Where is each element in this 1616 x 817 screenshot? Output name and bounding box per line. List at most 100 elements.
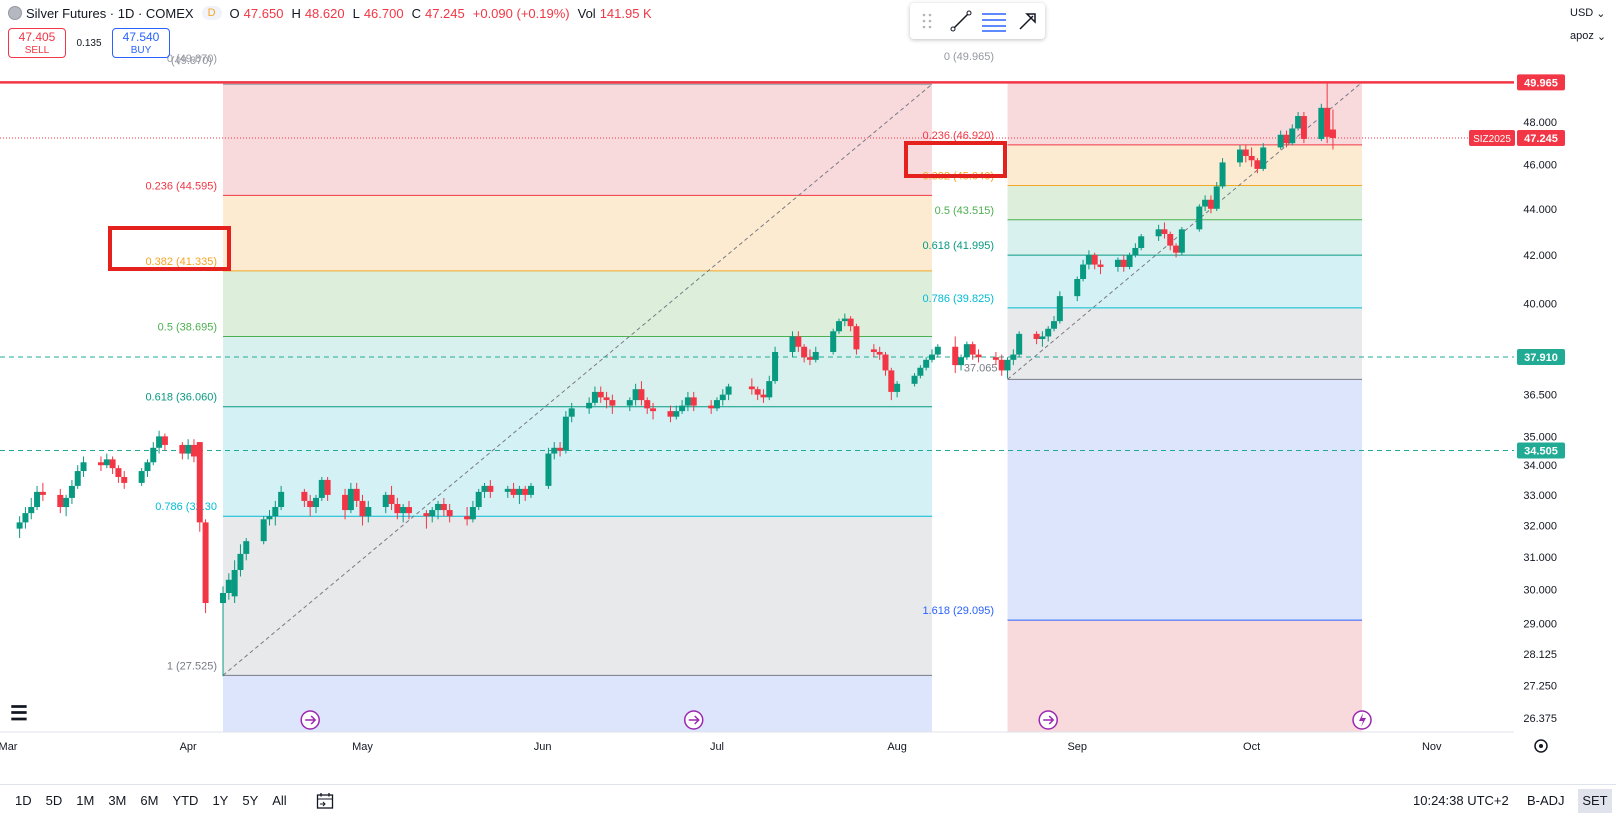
candle-body: [917, 367, 924, 376]
price-tag: [1517, 348, 1565, 365]
candle-body: [586, 402, 593, 409]
fib_left-band-2: [223, 195, 932, 271]
legend-close: 47.245: [424, 5, 465, 21]
drag-handle-icon[interactable]: [910, 3, 944, 39]
candle-body: [429, 510, 436, 517]
candle-body: [57, 494, 64, 508]
set-button[interactable]: SET: [1578, 789, 1612, 813]
candle-body: [481, 485, 488, 492]
fib_left-band-6: [223, 516, 932, 676]
candle-body: [109, 459, 116, 469]
candle-body: [1004, 359, 1011, 371]
gear-icon-center: [1539, 744, 1543, 748]
candle-body: [528, 485, 535, 495]
candle-body: [1236, 149, 1243, 163]
candle-body: [103, 459, 110, 466]
fib_left-band-7: [223, 675, 932, 732]
candle-body: [1277, 134, 1284, 148]
candle-body: [1283, 134, 1290, 144]
candle-body: [708, 405, 715, 409]
range-ytd[interactable]: YTD: [172, 792, 199, 808]
range-5d[interactable]: 5D: [45, 792, 63, 808]
trade-panel: 47.405 SELL 0.135 47.540 BUY: [8, 27, 170, 59]
range-1d[interactable]: 1D: [15, 792, 32, 808]
candle-body: [1074, 279, 1081, 297]
arrow-icon[interactable]: [1011, 3, 1045, 39]
chevron-down-icon: ⌄: [1596, 7, 1606, 20]
sell-button[interactable]: 47.405 SELL: [8, 28, 66, 58]
range-6m[interactable]: 6M: [140, 792, 159, 808]
candle-body: [1318, 107, 1325, 139]
candle-body: [725, 386, 732, 395]
candle-body: [1300, 116, 1307, 139]
candle-body: [719, 394, 726, 401]
candle-body: [1219, 162, 1226, 187]
candle-body: [632, 389, 639, 401]
candle-body: [475, 491, 482, 508]
buy-button[interactable]: 47.540 BUY: [112, 28, 170, 58]
candle-body: [911, 375, 918, 384]
candle-body: [237, 553, 244, 570]
fib_left-label-0-382: 0.382 (41.335): [145, 256, 217, 268]
y-tick-label: 42.000: [1523, 250, 1557, 262]
x-tick-label: May: [352, 741, 373, 753]
candle-body: [1138, 236, 1145, 248]
fib_right-label-0-618: 0.618 (41.995): [922, 240, 994, 252]
legend-open: 47.650: [243, 5, 284, 21]
user-select[interactable]: apoz ⌄: [1566, 25, 1616, 47]
legend-low-label: L: [352, 5, 360, 21]
badj-toggle[interactable]: B-ADJ: [1527, 793, 1565, 808]
candle-body: [202, 522, 209, 604]
candle-body: [998, 359, 1005, 371]
candle-body: [359, 500, 366, 517]
range-1y[interactable]: 1Y: [212, 792, 229, 808]
candle-body: [1114, 259, 1121, 267]
range-5y[interactable]: 5Y: [242, 792, 259, 808]
buy-price: 47.540: [122, 30, 160, 44]
tradingview-logo: ☰: [10, 703, 28, 725]
trend-line-icon[interactable]: [944, 3, 978, 39]
legend-title[interactable]: Silver Futures · 1D · COMEX: [26, 5, 194, 21]
y-tick-label: 40.000: [1523, 299, 1557, 311]
gear-icon[interactable]: [1534, 739, 1548, 753]
arrow-glyph: [688, 715, 700, 725]
fib_left-band-1: [223, 84, 932, 196]
x-tick-label: Jun: [534, 741, 552, 753]
candle-body: [1039, 336, 1046, 340]
clock-display[interactable]: 10:24:38 UTC+2: [1413, 793, 1509, 808]
candle-body: [353, 488, 360, 501]
x-tick-label: Nov: [1422, 741, 1442, 753]
range-all[interactable]: All: [272, 792, 287, 808]
candle-body: [423, 513, 430, 517]
candle-body: [1260, 147, 1267, 169]
candle-body: [220, 593, 227, 604]
currency-select[interactable]: USD ⌄: [1566, 2, 1616, 24]
candle-body: [487, 485, 494, 492]
arrow-glyph: [1043, 715, 1055, 725]
candle-body: [551, 447, 558, 454]
fib-retracement-icon[interactable]: [978, 3, 1012, 39]
candle-body: [597, 391, 604, 398]
candle-body: [1289, 128, 1296, 144]
candle-body: [975, 354, 982, 358]
fib_left-label-1: 1 (27.525): [167, 660, 217, 672]
price-chart[interactable]: 0 (49.870) 0.236 (44.595) 0.382 (41.335) 0.…: [0, 0, 1616, 784]
range-3m[interactable]: 3M: [108, 792, 127, 808]
sell-label: SELL: [24, 45, 50, 56]
candle-body: [1213, 186, 1220, 209]
candle-body: [307, 500, 314, 508]
candle-body: [80, 462, 87, 472]
chevron-down-icon: ⌄: [1596, 30, 1607, 43]
calendar-icon[interactable]: [314, 790, 336, 812]
candle-body: [545, 453, 552, 486]
candle-body: [266, 516, 273, 520]
candle-body: [97, 462, 104, 466]
range-1m[interactable]: 1M: [76, 792, 95, 808]
dividend-tag[interactable]: D: [201, 6, 222, 20]
candle-body: [626, 400, 633, 406]
candle-body: [812, 351, 819, 360]
candle-body: [830, 331, 837, 352]
fib_right-band-2: [1007, 144, 1363, 186]
buy-label: BUY: [130, 45, 152, 56]
